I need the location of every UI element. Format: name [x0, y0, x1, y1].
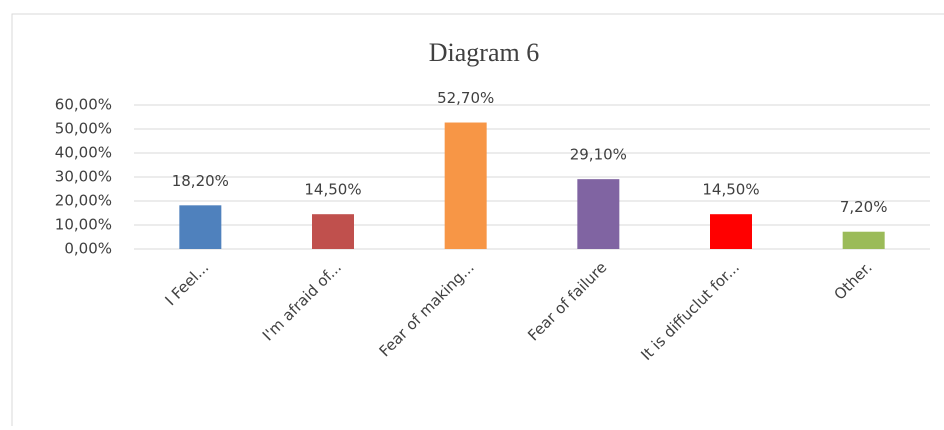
y-tick-label: 0,00%: [64, 240, 112, 258]
y-tick-label: 10,00%: [55, 216, 112, 234]
chart-title: Diagram 6: [429, 38, 539, 67]
y-tick-label: 20,00%: [55, 192, 112, 210]
x-tick-label: I Feel...: [161, 258, 212, 309]
bar: [842, 231, 885, 249]
data-label: 29,10%: [570, 146, 627, 164]
data-label: 14,50%: [702, 181, 759, 199]
data-label: 7,20%: [840, 198, 888, 216]
bar: [577, 179, 620, 249]
y-tick-label: 40,00%: [55, 144, 112, 162]
x-tick-label: It is diffuclut for...: [637, 258, 743, 364]
bar: [710, 214, 752, 249]
x-tick-label: Fear of making...: [376, 258, 478, 360]
y-tick-label: 60,00%: [55, 96, 112, 114]
x-tick-label: Fear of failure: [524, 258, 610, 344]
bar: [312, 214, 354, 249]
y-tick-label: 50,00%: [55, 120, 112, 138]
chart-border: [11, 13, 944, 430]
data-label: 18,20%: [172, 172, 229, 190]
bar: [179, 205, 222, 249]
bar: [444, 122, 487, 249]
x-tick-label: Other.: [830, 258, 875, 303]
data-label: 52,70%: [437, 89, 494, 107]
y-tick-label: 30,00%: [55, 168, 112, 186]
x-tick-label: I'm afraid of...: [259, 258, 345, 344]
data-label: 14,50%: [304, 181, 361, 199]
